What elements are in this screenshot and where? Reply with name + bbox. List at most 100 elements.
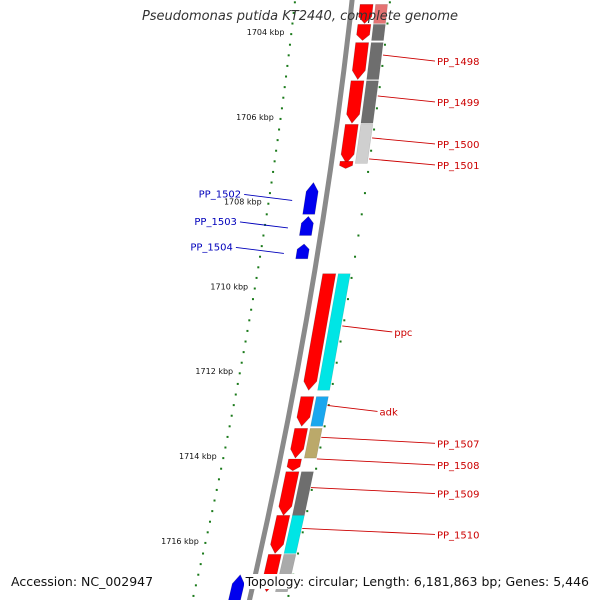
ruler-minor-tick xyxy=(192,594,195,597)
outer-ruler-tick xyxy=(360,213,363,216)
gene-ppc xyxy=(303,273,337,391)
outer-ruler-tick xyxy=(367,170,370,173)
ruler-minor-tick xyxy=(283,86,286,89)
gene-label-PP_1507: PP_1507 xyxy=(437,439,480,450)
ruler-label: 1714 kbp xyxy=(179,452,217,461)
ruler-minor-tick xyxy=(267,202,270,205)
outer-ruler-tick xyxy=(363,192,366,195)
ruler-minor-tick xyxy=(215,488,218,491)
ruler-minor-tick xyxy=(217,478,220,481)
outer-ruler-tick xyxy=(331,382,334,385)
ruler-minor-tick xyxy=(278,128,281,131)
outer-ruler-tick xyxy=(373,128,376,131)
ruler-minor-tick xyxy=(282,96,285,99)
gene-PP_1510 xyxy=(270,515,291,555)
ruler-minor-tick xyxy=(259,255,262,258)
gene-PP_1503 xyxy=(299,215,314,236)
ruler-minor-tick xyxy=(248,319,251,322)
ruler-minor-tick xyxy=(202,552,205,555)
gene-label-PP_1503: PP_1503 xyxy=(194,217,237,228)
label-line-PP_1501 xyxy=(369,158,436,166)
label-line-PP_1503 xyxy=(239,221,288,229)
ruler-label: 1706 kbp xyxy=(236,113,274,122)
ruler-minor-tick xyxy=(270,181,273,184)
ruler-minor-tick xyxy=(204,541,207,544)
label-line-PP_1509 xyxy=(310,487,436,494)
ruler-minor-tick xyxy=(286,64,289,67)
ruler-minor-tick xyxy=(255,276,258,279)
gene-label-adk: adk xyxy=(380,407,398,418)
ruler-minor-tick xyxy=(268,192,271,195)
gene-label-PP_1500: PP_1500 xyxy=(437,140,480,151)
ruler-minor-tick xyxy=(276,139,279,142)
ruler-minor-tick xyxy=(246,329,249,332)
ruler-minor-tick xyxy=(222,457,225,460)
outer-ruler-tick xyxy=(375,107,378,110)
label-line-adk xyxy=(327,405,378,412)
ruler-minor-tick xyxy=(238,372,241,375)
gene-label-PP_1509: PP_1509 xyxy=(437,490,480,501)
ruler-minor-tick xyxy=(230,414,233,417)
outer-ruler-tick xyxy=(323,425,326,428)
genome-backbone xyxy=(246,0,355,600)
ruler-minor-tick xyxy=(236,382,239,385)
gene-top-1 xyxy=(358,4,374,24)
ruler-label: 1704 kbp xyxy=(247,28,285,37)
gene-PP_1509 xyxy=(278,471,300,516)
gene-label-PP_1498: PP_1498 xyxy=(437,57,480,68)
label-line-PP_1499 xyxy=(377,95,436,103)
cog-adk xyxy=(310,396,329,427)
ruler-label: 1708 kbp xyxy=(224,198,262,207)
cog-PP_1500 xyxy=(354,124,374,164)
ruler-minor-tick xyxy=(206,531,209,534)
ruler-minor-tick xyxy=(260,245,263,248)
gene-label-PP_1508: PP_1508 xyxy=(437,461,480,472)
outer-ruler-tick xyxy=(339,340,342,343)
outer-ruler-tick xyxy=(335,361,338,364)
ruler-minor-tick xyxy=(287,54,290,57)
map-title: Pseudomonas putida KT2440, complete geno… xyxy=(141,9,459,24)
accession-label: Accession: NC_002947 xyxy=(9,574,156,589)
gene-PP_1508 xyxy=(286,458,302,472)
ruler-minor-tick xyxy=(220,467,223,470)
label-line-ppc xyxy=(342,325,393,333)
label-line-PP_1498 xyxy=(382,54,436,62)
gene-PP_1507 xyxy=(290,428,309,459)
outer-ruler-tick xyxy=(370,149,373,152)
outer-ruler-tick xyxy=(297,552,300,555)
ruler-minor-tick xyxy=(279,117,282,120)
ruler-minor-tick xyxy=(224,446,227,449)
outer-ruler-tick xyxy=(378,86,381,89)
ruler-minor-tick xyxy=(273,160,276,163)
ruler-minor-tick xyxy=(244,340,247,343)
ruler-minor-tick xyxy=(199,563,202,566)
outer-ruler-tick xyxy=(310,488,313,491)
outer-ruler-tick xyxy=(319,446,322,449)
outer-ruler-tick xyxy=(343,319,346,322)
gene-PP_1501 xyxy=(339,161,354,169)
outer-ruler-tick xyxy=(381,64,384,67)
cog-PP_1510 xyxy=(283,515,305,554)
ruler-minor-tick xyxy=(228,425,231,428)
ruler-minor-tick xyxy=(194,584,197,587)
gene-PP_1502 xyxy=(302,181,319,215)
cog-top-1 xyxy=(373,4,388,24)
label-line-PP_1500 xyxy=(372,137,436,145)
ruler-minor-tick xyxy=(226,435,229,438)
ruler-minor-tick xyxy=(275,149,278,152)
ruler-minor-tick xyxy=(240,361,243,364)
gene-bottom-2 xyxy=(228,574,245,600)
outer-ruler-tick xyxy=(306,510,309,513)
cog-ppc xyxy=(317,273,351,391)
outer-ruler-tick xyxy=(346,298,349,301)
gene-PP_1500 xyxy=(340,124,359,164)
ruler-minor-tick xyxy=(280,107,283,110)
ruler-minor-tick xyxy=(197,573,200,576)
outer-ruler-tick xyxy=(386,22,389,25)
ruler-minor-tick xyxy=(211,510,214,513)
gene-adk xyxy=(296,396,315,427)
gene-label-PP_1510: PP_1510 xyxy=(437,530,480,541)
gene-PP_1498 xyxy=(351,42,370,81)
label-line-PP_1502 xyxy=(244,193,293,201)
